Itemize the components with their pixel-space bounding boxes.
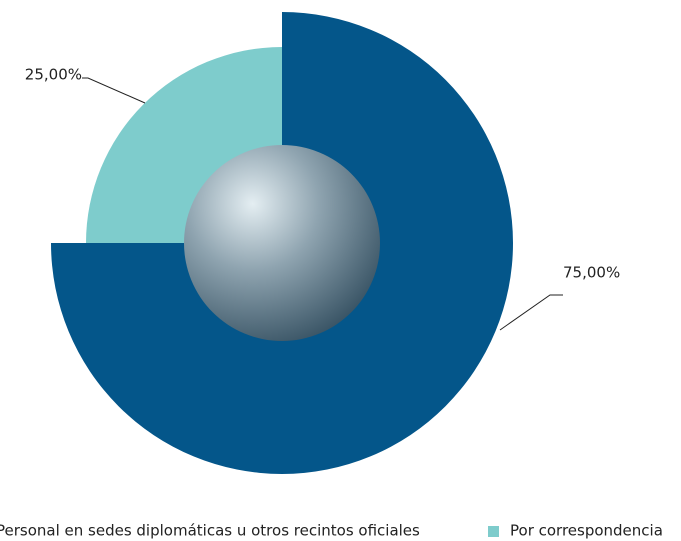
legend-label: Personal en sedes diplomáticas u otros r… — [0, 522, 420, 540]
legend-marker — [488, 526, 499, 537]
leader-line — [499, 294, 563, 331]
legend-label: Por correspondencia — [510, 522, 663, 540]
value-label: 75,00% — [563, 264, 620, 282]
value-label: 25,00% — [25, 66, 82, 84]
leader-line — [82, 77, 146, 104]
center-sphere — [184, 145, 380, 341]
